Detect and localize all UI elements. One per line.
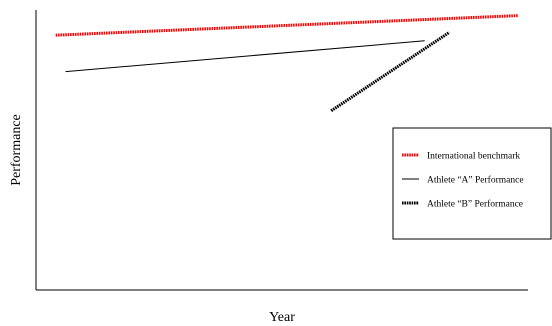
legend: International benchmark Athlete “A” Perfo… [392,127,552,240]
y-axis-label: Performance [9,114,24,186]
series-line-3 [330,31,451,113]
legend-label-2: Athlete “A” Performance [427,175,524,186]
legend-label-3: Athlete “B” Performance [427,199,523,210]
series-line-2 [65,40,425,73]
series-layer [55,14,519,113]
x-axis-label: Year [269,310,295,325]
axes [35,10,528,291]
legend-label-1: International benchmark [427,152,520,162]
series-line-1 [55,14,519,37]
legend-box [392,127,552,240]
